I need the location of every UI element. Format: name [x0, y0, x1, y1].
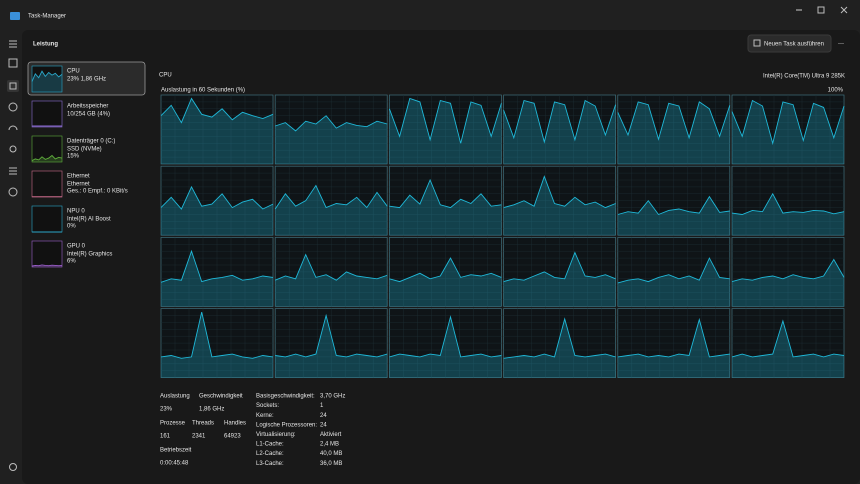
item-name[interactable]: NPU 0	[67, 209, 85, 215]
item-detail: Intel(R) Graphics	[67, 252, 112, 258]
spec-label: Logische Prozessoren:	[256, 422, 317, 428]
stat-label: Auslastung	[160, 394, 190, 400]
stat-value: 23%	[160, 407, 173, 413]
stat-value: 0:00:45:48	[160, 461, 189, 467]
window-title: Task-Manager	[28, 14, 66, 20]
spec-label: Kerne:	[256, 413, 274, 419]
item-detail: Ges.: 0 Empf.: 0 KBit/s	[67, 189, 128, 195]
spec-label: Virtualisierung:	[256, 432, 296, 438]
item-name[interactable]: CPU	[67, 69, 80, 75]
spec-value: 24	[320, 422, 327, 428]
thumb-frame	[32, 206, 62, 232]
graph-max: 100%	[828, 88, 844, 94]
thumb-frame	[32, 241, 62, 267]
more-button[interactable]: ⋯	[838, 42, 844, 48]
stat-label: Geschwindigkeit	[199, 394, 243, 400]
item-detail: SSD (NVMe)	[67, 147, 102, 153]
thumb-frame	[32, 101, 62, 127]
item-detail: 23% 1,86 GHz	[67, 77, 106, 83]
spec-value: 36,0 MB	[320, 461, 342, 467]
item-detail: Ethernet	[67, 182, 90, 188]
cpu-title: CPU	[159, 73, 172, 79]
item-detail: 0%	[67, 224, 76, 230]
item-detail: Intel(R) AI Boost	[67, 217, 111, 223]
nav-active-bg	[7, 80, 19, 92]
app-icon	[10, 12, 20, 20]
stat-label: Betriebszeit	[160, 448, 192, 454]
item-name[interactable]: Ethernet	[67, 174, 90, 180]
graph-label: Auslastung in 60 Sekunden (%)	[161, 88, 245, 94]
section-title: Leistung	[33, 42, 58, 48]
stat-value: 2341	[192, 434, 206, 440]
stat-value: 1,86 GHz	[199, 407, 224, 413]
spec-label: L2-Cache:	[256, 451, 284, 457]
stat-label: Threads	[192, 421, 214, 427]
spec-label: L1-Cache:	[256, 442, 284, 448]
stat-label: Handles	[224, 421, 246, 427]
cpu-model: Intel(R) Core(TM) Ultra 9 285K	[763, 74, 845, 80]
spec-value: 24	[320, 413, 327, 419]
spec-value: Aktiviert	[320, 432, 342, 438]
stat-value: 64923	[224, 434, 241, 440]
spec-label: Sockets:	[256, 403, 279, 409]
spec-value: 2,4 MB	[320, 442, 339, 448]
item-detail: 6%	[67, 259, 76, 265]
item-name[interactable]: Arbeitsspeicher	[67, 104, 108, 110]
stat-value: 161	[160, 434, 171, 440]
run-task-label: Neuen Task ausführen	[764, 42, 824, 48]
thumb-frame	[32, 171, 62, 197]
item-name[interactable]: Datenträger 0 (C:)	[67, 139, 115, 145]
spec-value: 40,0 MB	[320, 451, 342, 457]
item-name[interactable]: GPU 0	[67, 244, 86, 250]
spec-label: Basisgeschwindigkeit:	[256, 394, 315, 400]
spec-value: 3,70 GHz	[320, 394, 345, 400]
spec-label: L3-Cache:	[256, 461, 284, 467]
stat-label: Prozesse	[160, 421, 186, 427]
item-detail: 15%	[67, 154, 80, 160]
item-detail: 10/254 GB (4%)	[67, 112, 110, 118]
